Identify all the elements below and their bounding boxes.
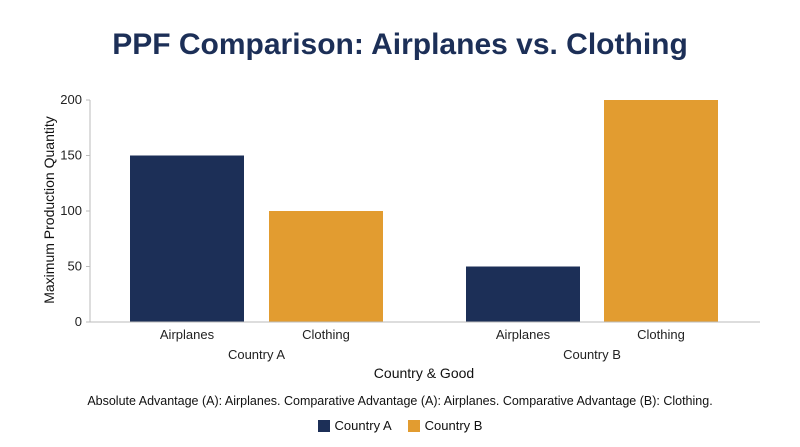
y-tick-label: 50 [68,259,82,274]
y-tick-label: 200 [60,92,82,107]
chart-title: PPF Comparison: Airplanes vs. Clothing [112,28,688,61]
legend-item-country-a: Country A [317,418,392,433]
bar-country-b-airplanes [466,266,580,322]
x-group-label: Country A [228,347,285,362]
x-axis-label: Country & Good [374,365,474,381]
legend: Country A Country B [0,418,800,433]
y-axis-ticks: 0 50 100 150 200 [60,92,90,329]
y-axis-label: Maximum Production Quantity [41,116,57,304]
y-tick-label: 100 [60,203,82,218]
legend-label-country-b: Country B [424,418,483,433]
legend-swatch-country-a [317,419,330,432]
bar-country-b-clothing [604,100,718,322]
x-category-label: Airplanes [496,327,551,342]
legend-label-country-a: Country A [334,418,392,433]
legend-item-country-b: Country B [407,418,483,433]
legend-swatch-country-b [407,419,420,432]
advantage-note: Absolute Advantage (A): Airplanes. Compa… [87,394,713,408]
x-category-label: Clothing [302,327,350,342]
y-tick-label: 150 [60,148,82,163]
x-category-label: Airplanes [160,327,215,342]
bar-country-a-airplanes [130,155,244,322]
bars-layer [130,100,718,322]
x-category-label: Clothing [637,327,685,342]
y-tick-label: 0 [75,314,82,329]
x-axis-labels: Airplanes Clothing Airplanes Clothing Countr… [160,327,685,362]
bar-country-a-clothing [269,211,383,322]
x-group-label: Country B [563,347,621,362]
